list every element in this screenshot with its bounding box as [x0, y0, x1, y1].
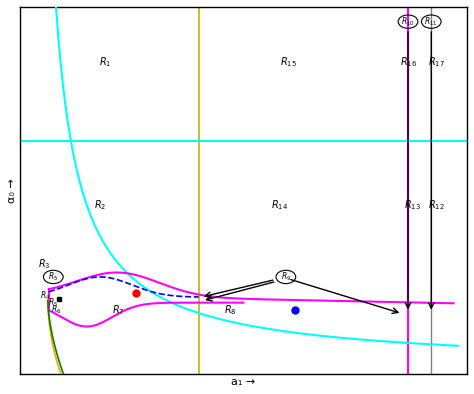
- Text: $R_{15}$: $R_{15}$: [280, 55, 297, 69]
- Text: $R_{10}$: $R_{10}$: [401, 15, 415, 28]
- Text: $R_{6}$: $R_{6}$: [51, 304, 62, 316]
- X-axis label: a₁ →: a₁ →: [231, 377, 255, 387]
- Text: $R_{2}$: $R_{2}$: [94, 199, 106, 212]
- Text: $R_{12}$: $R_{12}$: [428, 199, 445, 212]
- Text: $R_{14}$: $R_{14}$: [271, 199, 288, 212]
- Text: $R_{5}$: $R_{5}$: [48, 296, 58, 309]
- Text: $R_{8}$: $R_{8}$: [224, 303, 237, 317]
- Text: $R_{1}$: $R_{1}$: [99, 55, 111, 69]
- Text: $R_{5}$: $R_{5}$: [48, 271, 58, 283]
- Text: $R_{4}$: $R_{4}$: [40, 289, 51, 301]
- Text: $R_{13}$: $R_{13}$: [404, 199, 421, 212]
- Text: $R_{9}$: $R_{9}$: [281, 271, 291, 283]
- Text: $R_{3}$: $R_{3}$: [38, 257, 51, 271]
- Text: $R_{17}$: $R_{17}$: [428, 55, 445, 69]
- Y-axis label: α₀ →: α₀ →: [7, 178, 17, 203]
- Text: $R_{11}$: $R_{11}$: [425, 15, 438, 28]
- Text: $R_{7}$: $R_{7}$: [112, 303, 124, 317]
- Text: $R_{16}$: $R_{16}$: [401, 55, 418, 69]
